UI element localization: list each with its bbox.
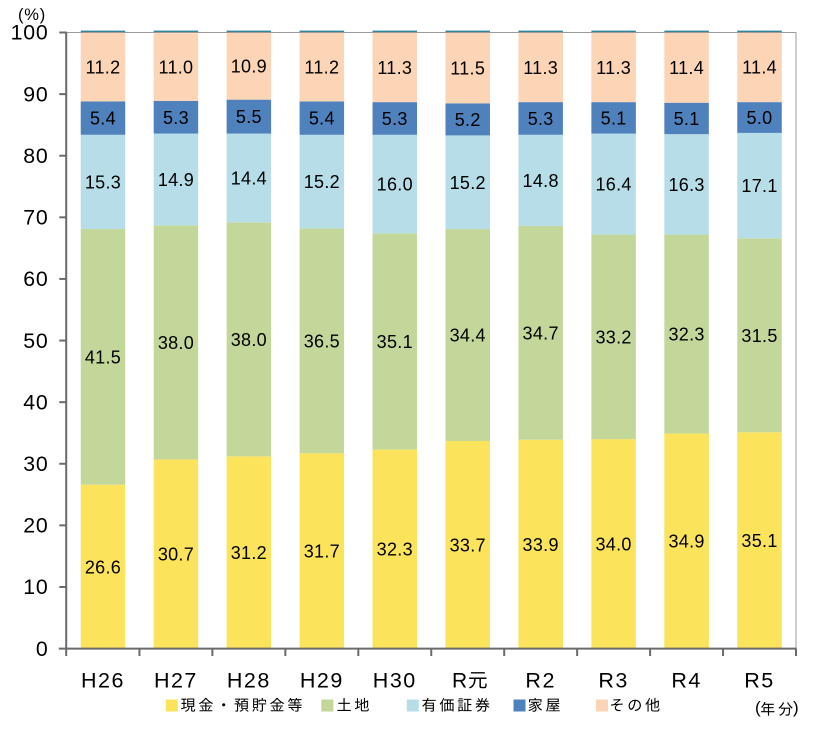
svg-text:100: 100 bbox=[11, 21, 49, 45]
svg-text:11.5: 11.5 bbox=[450, 59, 485, 79]
svg-text:R4: R4 bbox=[671, 669, 701, 693]
svg-text:5.4: 5.4 bbox=[309, 109, 335, 129]
svg-text:31.5: 31.5 bbox=[741, 326, 777, 346]
svg-text:11.3: 11.3 bbox=[377, 58, 412, 78]
svg-text:R3: R3 bbox=[598, 669, 628, 693]
svg-text:70: 70 bbox=[23, 206, 48, 230]
svg-text:30: 30 bbox=[23, 452, 48, 476]
svg-text:20: 20 bbox=[23, 514, 48, 538]
svg-text:14.8: 14.8 bbox=[523, 171, 559, 191]
svg-text:H26: H26 bbox=[81, 669, 125, 693]
svg-text:40: 40 bbox=[23, 390, 48, 414]
svg-text:41.5: 41.5 bbox=[85, 347, 121, 367]
svg-text:14.4: 14.4 bbox=[231, 169, 267, 189]
svg-text:R5: R5 bbox=[744, 669, 774, 693]
svg-text:5.5: 5.5 bbox=[236, 107, 262, 127]
svg-text:): ) bbox=[793, 698, 799, 717]
svg-text:11.0: 11.0 bbox=[158, 58, 193, 78]
svg-text:11.4: 11.4 bbox=[742, 58, 777, 78]
svg-text:33.7: 33.7 bbox=[450, 535, 486, 555]
svg-text:11.4: 11.4 bbox=[669, 58, 704, 78]
svg-text:16.4: 16.4 bbox=[596, 175, 632, 195]
svg-text:26.6: 26.6 bbox=[85, 557, 121, 577]
svg-text:33.9: 33.9 bbox=[523, 535, 559, 555]
svg-text:34.0: 34.0 bbox=[596, 534, 632, 554]
svg-text:14.9: 14.9 bbox=[158, 170, 194, 190]
svg-text:32.3: 32.3 bbox=[668, 325, 704, 345]
svg-text:5.3: 5.3 bbox=[382, 109, 408, 129]
svg-text:16.3: 16.3 bbox=[668, 175, 704, 195]
svg-text:15.3: 15.3 bbox=[85, 173, 121, 193]
svg-text:11.3: 11.3 bbox=[523, 58, 558, 78]
svg-text:30.7: 30.7 bbox=[158, 545, 194, 565]
svg-text:15.2: 15.2 bbox=[450, 173, 486, 193]
svg-text:11.2: 11.2 bbox=[86, 58, 121, 78]
svg-text:50: 50 bbox=[23, 329, 48, 353]
svg-text:31.2: 31.2 bbox=[231, 543, 267, 563]
svg-text:R: R bbox=[452, 670, 467, 693]
svg-text:5.2: 5.2 bbox=[455, 110, 481, 130]
svg-text:33.2: 33.2 bbox=[596, 327, 632, 347]
svg-text:H29: H29 bbox=[300, 669, 344, 693]
svg-text:0: 0 bbox=[36, 637, 49, 661]
svg-text:16.0: 16.0 bbox=[377, 175, 413, 195]
svg-text:10: 10 bbox=[23, 575, 48, 599]
svg-text:11.2: 11.2 bbox=[304, 58, 339, 78]
svg-text:(%): (%) bbox=[18, 6, 46, 24]
svg-text:35.1: 35.1 bbox=[377, 332, 413, 352]
svg-text:90: 90 bbox=[23, 82, 48, 106]
svg-text:15.2: 15.2 bbox=[304, 172, 340, 192]
svg-text:34.4: 34.4 bbox=[450, 326, 486, 346]
svg-text:32.3: 32.3 bbox=[377, 540, 413, 560]
svg-text:5.3: 5.3 bbox=[528, 109, 554, 129]
svg-text:11.3: 11.3 bbox=[596, 58, 631, 78]
svg-text:H28: H28 bbox=[227, 669, 271, 693]
svg-text:60: 60 bbox=[23, 267, 48, 291]
svg-text:31.7: 31.7 bbox=[304, 542, 340, 562]
svg-text:5.0: 5.0 bbox=[747, 108, 773, 128]
svg-text:R2: R2 bbox=[525, 669, 555, 693]
svg-text:H30: H30 bbox=[373, 669, 417, 693]
svg-text:H27: H27 bbox=[154, 669, 198, 693]
svg-text:34.7: 34.7 bbox=[523, 323, 559, 343]
svg-text:(: ( bbox=[755, 698, 761, 717]
svg-text:17.1: 17.1 bbox=[741, 176, 777, 196]
svg-text:5.1: 5.1 bbox=[601, 108, 627, 128]
svg-text:38.0: 38.0 bbox=[231, 330, 267, 350]
svg-text:5.3: 5.3 bbox=[163, 108, 189, 128]
svg-text:10.9: 10.9 bbox=[231, 57, 267, 77]
svg-text:5.4: 5.4 bbox=[90, 109, 116, 129]
svg-text:34.9: 34.9 bbox=[668, 532, 704, 552]
svg-text:38.0: 38.0 bbox=[158, 333, 194, 353]
svg-text:36.5: 36.5 bbox=[304, 331, 340, 351]
svg-text:5.1: 5.1 bbox=[674, 109, 700, 129]
svg-text:35.1: 35.1 bbox=[741, 531, 777, 551]
svg-text:80: 80 bbox=[23, 144, 48, 168]
